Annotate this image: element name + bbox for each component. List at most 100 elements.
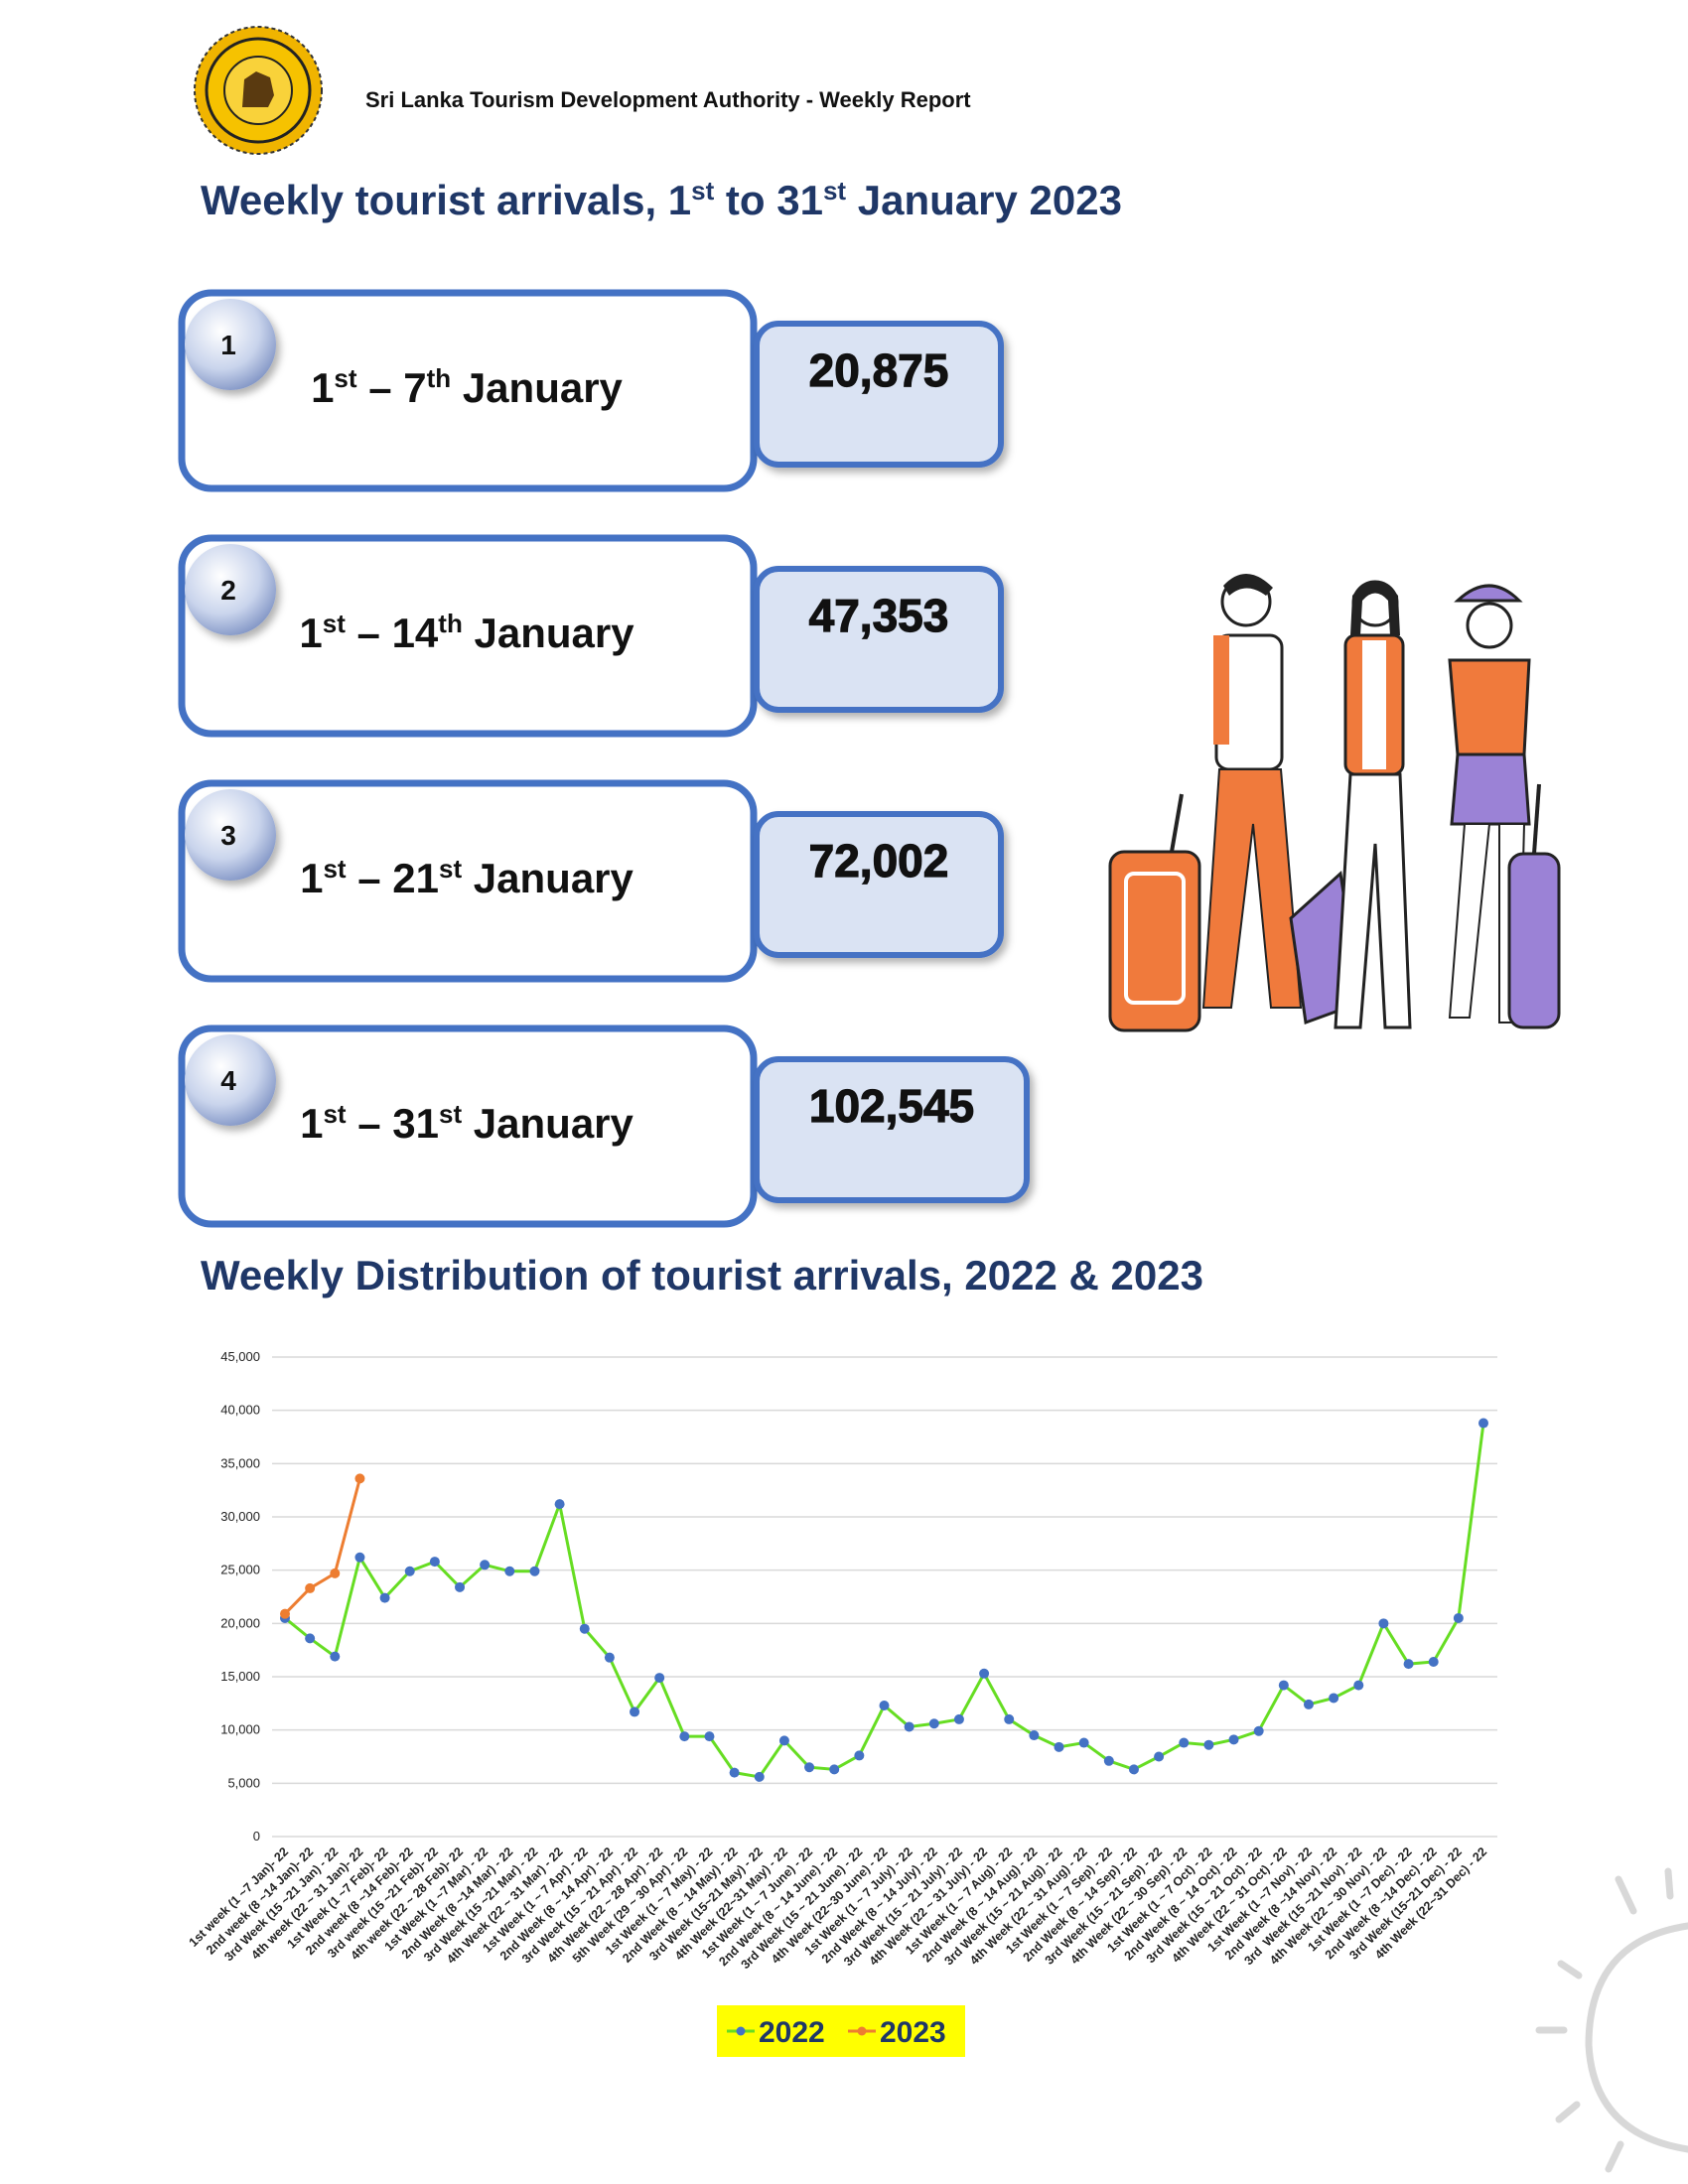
chart-title: Weekly Distribution of tourist arrivals,… (201, 1252, 1203, 1298)
legend-marker (857, 2026, 867, 2036)
superscript: th (427, 363, 452, 393)
legend-label: 2023 (880, 2016, 946, 2049)
text-part: to 31 (714, 177, 823, 223)
card-number: 2 (220, 575, 236, 606)
y-tick-label: 15,000 (220, 1669, 260, 1684)
y-tick-label: 25,000 (220, 1563, 260, 1577)
data-point (953, 1713, 964, 1724)
data-point (1128, 1764, 1139, 1775)
data-point (1154, 1751, 1165, 1762)
data-point (1329, 1693, 1339, 1704)
data-point (704, 1731, 715, 1742)
y-tick-label: 20,000 (220, 1615, 260, 1630)
text-part: Weekly tourist arrivals, 1 (201, 177, 691, 223)
text-part: 1 (300, 855, 323, 901)
data-point (979, 1668, 990, 1679)
card-label: 1st – 31st January (300, 1099, 633, 1147)
data-point (1428, 1656, 1439, 1667)
y-tick-label: 35,000 (220, 1455, 260, 1470)
data-point (1179, 1737, 1190, 1748)
data-point (1353, 1680, 1364, 1691)
text-part: – 21 (347, 855, 439, 901)
y-tick-label: 10,000 (220, 1722, 260, 1737)
card-value: 102,545 (809, 1080, 974, 1132)
superscript: st (334, 363, 356, 393)
y-tick-label: 0 (253, 1829, 260, 1843)
card-number: 1 (220, 330, 236, 360)
card-number: 4 (220, 1065, 236, 1096)
data-point (529, 1566, 540, 1576)
superscript: st (439, 854, 462, 884)
legend-label: 2022 (759, 2016, 825, 2049)
card-value-box (754, 1056, 1030, 1203)
legend-marker (736, 2026, 746, 2036)
data-point (679, 1731, 690, 1742)
data-point (1478, 1418, 1488, 1429)
data-point (429, 1557, 440, 1568)
logo (194, 26, 323, 155)
data-point (455, 1581, 466, 1592)
card-number-bubble (185, 299, 276, 390)
text-part: 1 (300, 1100, 323, 1147)
card-label: 1st – 21st January (300, 854, 633, 901)
page-title: Weekly tourist arrivals, 1st to 31st Jan… (201, 176, 1122, 223)
card-number-bubble (185, 789, 276, 881)
card-label: 1st – 7th January (311, 363, 623, 411)
data-point (554, 1499, 565, 1510)
data-point (330, 1651, 341, 1662)
data-point (754, 1771, 765, 1782)
text-part: 1 (311, 364, 334, 411)
card-number-bubble (185, 1034, 276, 1126)
data-point (1278, 1680, 1289, 1691)
text-part: – 7 (357, 364, 427, 411)
data-point (1403, 1659, 1414, 1670)
data-point (1203, 1739, 1214, 1750)
header-text: Sri Lanka Tourism Development Authority … (365, 87, 971, 112)
y-tick-label: 45,000 (220, 1349, 260, 1364)
card-value: 72,002 (809, 835, 949, 887)
text-part: January (463, 610, 634, 656)
card-value: 20,875 (809, 344, 949, 396)
text-part: January 2023 (846, 177, 1122, 223)
superscript: st (323, 854, 346, 884)
data-point (1453, 1612, 1464, 1623)
data-point (1054, 1741, 1064, 1752)
data-point (404, 1566, 415, 1576)
data-point (1078, 1737, 1089, 1748)
superscript: st (823, 176, 846, 205)
data-point (379, 1592, 390, 1603)
card-number: 3 (220, 820, 236, 851)
travellers-illustration (1108, 573, 1561, 1032)
data-point (654, 1673, 665, 1684)
card-value-box (754, 811, 1004, 958)
superscript: st (691, 176, 714, 205)
data-point (804, 1762, 815, 1773)
superscript: st (439, 1099, 462, 1129)
card-value: 47,353 (809, 590, 949, 641)
data-point (579, 1623, 590, 1634)
data-point (829, 1764, 840, 1775)
data-point (480, 1560, 491, 1570)
data-point (1378, 1618, 1389, 1629)
superscript: th (438, 609, 463, 638)
data-point (928, 1718, 939, 1729)
data-point (330, 1568, 341, 1578)
data-point (604, 1652, 615, 1663)
data-point (1228, 1734, 1239, 1745)
card-value-box (754, 566, 1004, 713)
text-part: January (462, 1100, 633, 1147)
sun-doodle (1535, 1867, 1688, 2173)
series-line (284, 1423, 1485, 1779)
data-point (1029, 1730, 1040, 1741)
data-point (778, 1735, 789, 1746)
y-tick-label: 5,000 (227, 1775, 260, 1790)
data-point (729, 1767, 740, 1778)
data-point (280, 1608, 290, 1619)
y-tick-label: 40,000 (220, 1403, 260, 1418)
superscript: st (323, 609, 346, 638)
data-point (904, 1721, 914, 1732)
data-point (305, 1582, 316, 1593)
card-label: 1st – 14th January (299, 609, 634, 656)
